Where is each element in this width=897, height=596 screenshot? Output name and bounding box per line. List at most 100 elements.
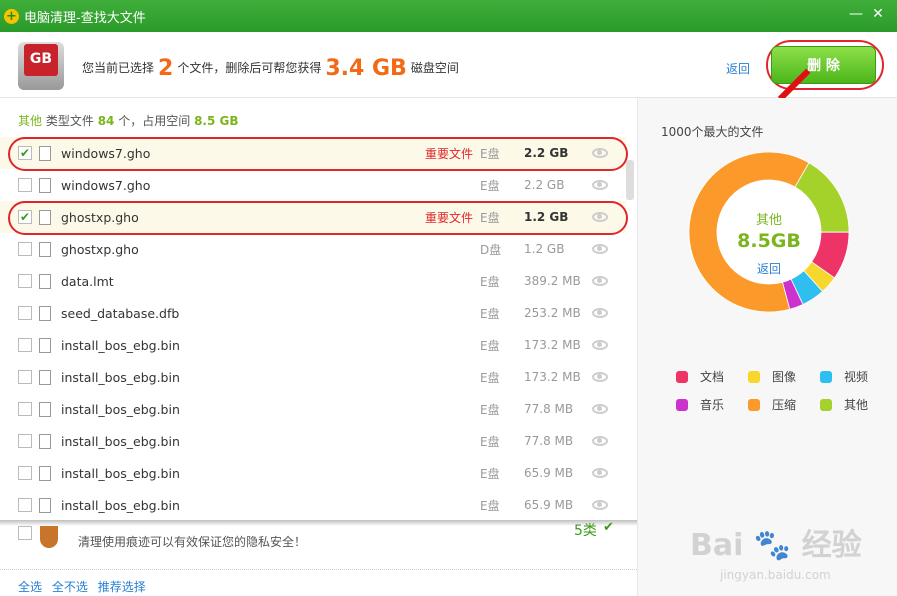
type-info: 其他 类型文件 84 个，占用空间 8.5 GB [18, 114, 239, 128]
file-row[interactable]: windows7.gho E盘 2.2 GB [0, 169, 626, 201]
scrollbar[interactable] [626, 160, 634, 200]
file-checkbox[interactable] [18, 274, 32, 288]
minimize-button[interactable]: — [849, 6, 863, 22]
legend-item: 图像 [748, 368, 796, 385]
file-row[interactable]: install_bos_ebg.bin E盘 65.9 MB [0, 489, 626, 521]
file-drive: E盘 [480, 370, 500, 385]
file-row[interactable]: install_bos_ebg.bin E盘 65.9 MB [0, 457, 626, 489]
disk-gb-icon: GB [18, 42, 64, 90]
file-icon [39, 273, 51, 289]
file-row[interactable]: install_bos_ebg.bin E盘 173.2 MB [0, 329, 626, 361]
file-checkbox[interactable] [18, 466, 32, 480]
file-icon [39, 465, 51, 481]
chart-back-link[interactable]: 返回 [756, 262, 781, 276]
file-row[interactable]: install_bos_ebg.bin E盘 77.8 MB [0, 425, 626, 457]
privacy-item: 清理使用痕迹可以有效保证您的隐私安全！ 5类 ✔ [0, 520, 637, 570]
file-checkbox[interactable] [18, 306, 32, 320]
file-icon [39, 401, 51, 417]
legend-item: 压缩 [748, 396, 796, 413]
file-row[interactable]: data.lmt E盘 389.2 MB [0, 265, 626, 297]
preview-eye-icon[interactable] [592, 372, 608, 382]
select-none-link[interactable]: 全不选 [51, 580, 88, 594]
file-checkbox[interactable] [18, 338, 32, 352]
privacy-count[interactable]: 5类 [574, 523, 597, 539]
file-size: 77.8 MB [524, 434, 574, 448]
select-all-link[interactable]: 全选 [18, 580, 43, 594]
donut-chart [688, 151, 850, 313]
legend-item: 音乐 [676, 396, 724, 413]
file-row[interactable]: seed_database.dfb E盘 253.2 MB [0, 297, 626, 329]
file-name: ghostxp.gho [61, 241, 139, 257]
file-size: 1.2 GB [524, 210, 569, 224]
app-logo-icon: + [4, 8, 19, 24]
preview-eye-icon[interactable] [592, 404, 608, 414]
preview-eye-icon[interactable] [592, 148, 608, 158]
important-tag: 重要文件 [425, 146, 474, 161]
file-checkbox[interactable] [18, 434, 32, 448]
preview-eye-icon[interactable] [592, 468, 608, 478]
file-drive: E盘 [480, 338, 500, 353]
file-icon [39, 497, 51, 513]
file-drive: E盘 [480, 466, 500, 481]
file-checkbox[interactable] [18, 402, 32, 416]
legend-swatch [676, 398, 688, 411]
file-size: 65.9 MB [524, 466, 574, 480]
close-button[interactable]: ✕ [872, 6, 884, 22]
file-icon [39, 369, 51, 385]
highlight-ring [766, 40, 884, 90]
file-size: 77.8 MB [524, 402, 574, 416]
file-drive: E盘 [480, 402, 500, 417]
preview-eye-icon[interactable] [592, 308, 608, 318]
delete-button[interactable]: 删 除 [771, 46, 876, 84]
window-title: 电脑清理-查找大文件 [24, 10, 146, 26]
file-row[interactable]: install_bos_ebg.bin E盘 173.2 MB [0, 361, 626, 393]
preview-eye-icon[interactable] [592, 436, 608, 446]
file-name: data.lmt [61, 273, 114, 289]
preview-eye-icon[interactable] [592, 212, 608, 222]
back-link[interactable]: 返回 [726, 62, 751, 76]
file-checkbox[interactable] [18, 370, 32, 384]
file-name: seed_database.dfb [61, 305, 180, 321]
legend-item: 视频 [820, 368, 868, 385]
file-size: 2.2 GB [524, 178, 565, 192]
file-drive: E盘 [480, 434, 500, 449]
file-name: install_bos_ebg.bin [61, 337, 180, 353]
file-size: 173.2 MB [524, 370, 581, 384]
file-row[interactable]: ghostxp.gho D盘 1.2 GB [0, 233, 626, 265]
file-row[interactable]: install_bos_ebg.bin E盘 77.8 MB [0, 393, 626, 425]
preview-eye-icon[interactable] [592, 500, 608, 510]
file-row[interactable]: ✔ windows7.gho 重要文件 E盘 2.2 GB [0, 137, 626, 169]
file-checkbox[interactable] [18, 242, 32, 256]
file-name: install_bos_ebg.bin [61, 465, 180, 481]
highlight-ring [8, 137, 628, 171]
file-checkbox[interactable] [18, 498, 32, 512]
privacy-checkbox[interactable] [18, 526, 32, 540]
file-name: install_bos_ebg.bin [61, 401, 180, 417]
chevron-down-icon[interactable]: ✔ [603, 520, 614, 535]
preview-eye-icon[interactable] [592, 340, 608, 350]
file-drive: E盘 [480, 146, 500, 161]
legend-swatch [748, 398, 760, 411]
file-size: 2.2 GB [524, 146, 569, 160]
legend-swatch [748, 370, 760, 383]
file-icon [39, 241, 51, 257]
file-size: 1.2 GB [524, 242, 565, 256]
watermark-url: jingyan.baidu.com [720, 568, 831, 582]
recommend-link[interactable]: 推荐选择 [97, 580, 146, 594]
file-list: ✔ windows7.gho 重要文件 E盘 2.2 GB windows7.g… [0, 137, 626, 521]
file-icon [39, 145, 51, 161]
highlight-ring [8, 201, 628, 235]
donut-center: 其他 8.5GB 返回 [731, 209, 807, 277]
file-drive: E盘 [480, 306, 500, 321]
donut-segment[interactable] [688, 151, 810, 313]
file-row[interactable]: ✔ ghostxp.gho 重要文件 E盘 1.2 GB [0, 201, 626, 233]
preview-eye-icon[interactable] [592, 244, 608, 254]
header: GB 您当前已选择 2 个文件，删除后可帮您获得 3.4 GB 磁盘空间 返回 删 除 … [0, 32, 897, 119]
file-name: install_bos_ebg.bin [61, 497, 180, 513]
watermark: Bai 🐾 经验 [690, 528, 862, 563]
preview-eye-icon[interactable] [592, 180, 608, 190]
preview-eye-icon[interactable] [592, 276, 608, 286]
file-checkbox[interactable] [18, 178, 32, 192]
footer: 全选 全不选 推荐选择 [18, 578, 152, 595]
legend-item: 其他 [820, 396, 868, 413]
